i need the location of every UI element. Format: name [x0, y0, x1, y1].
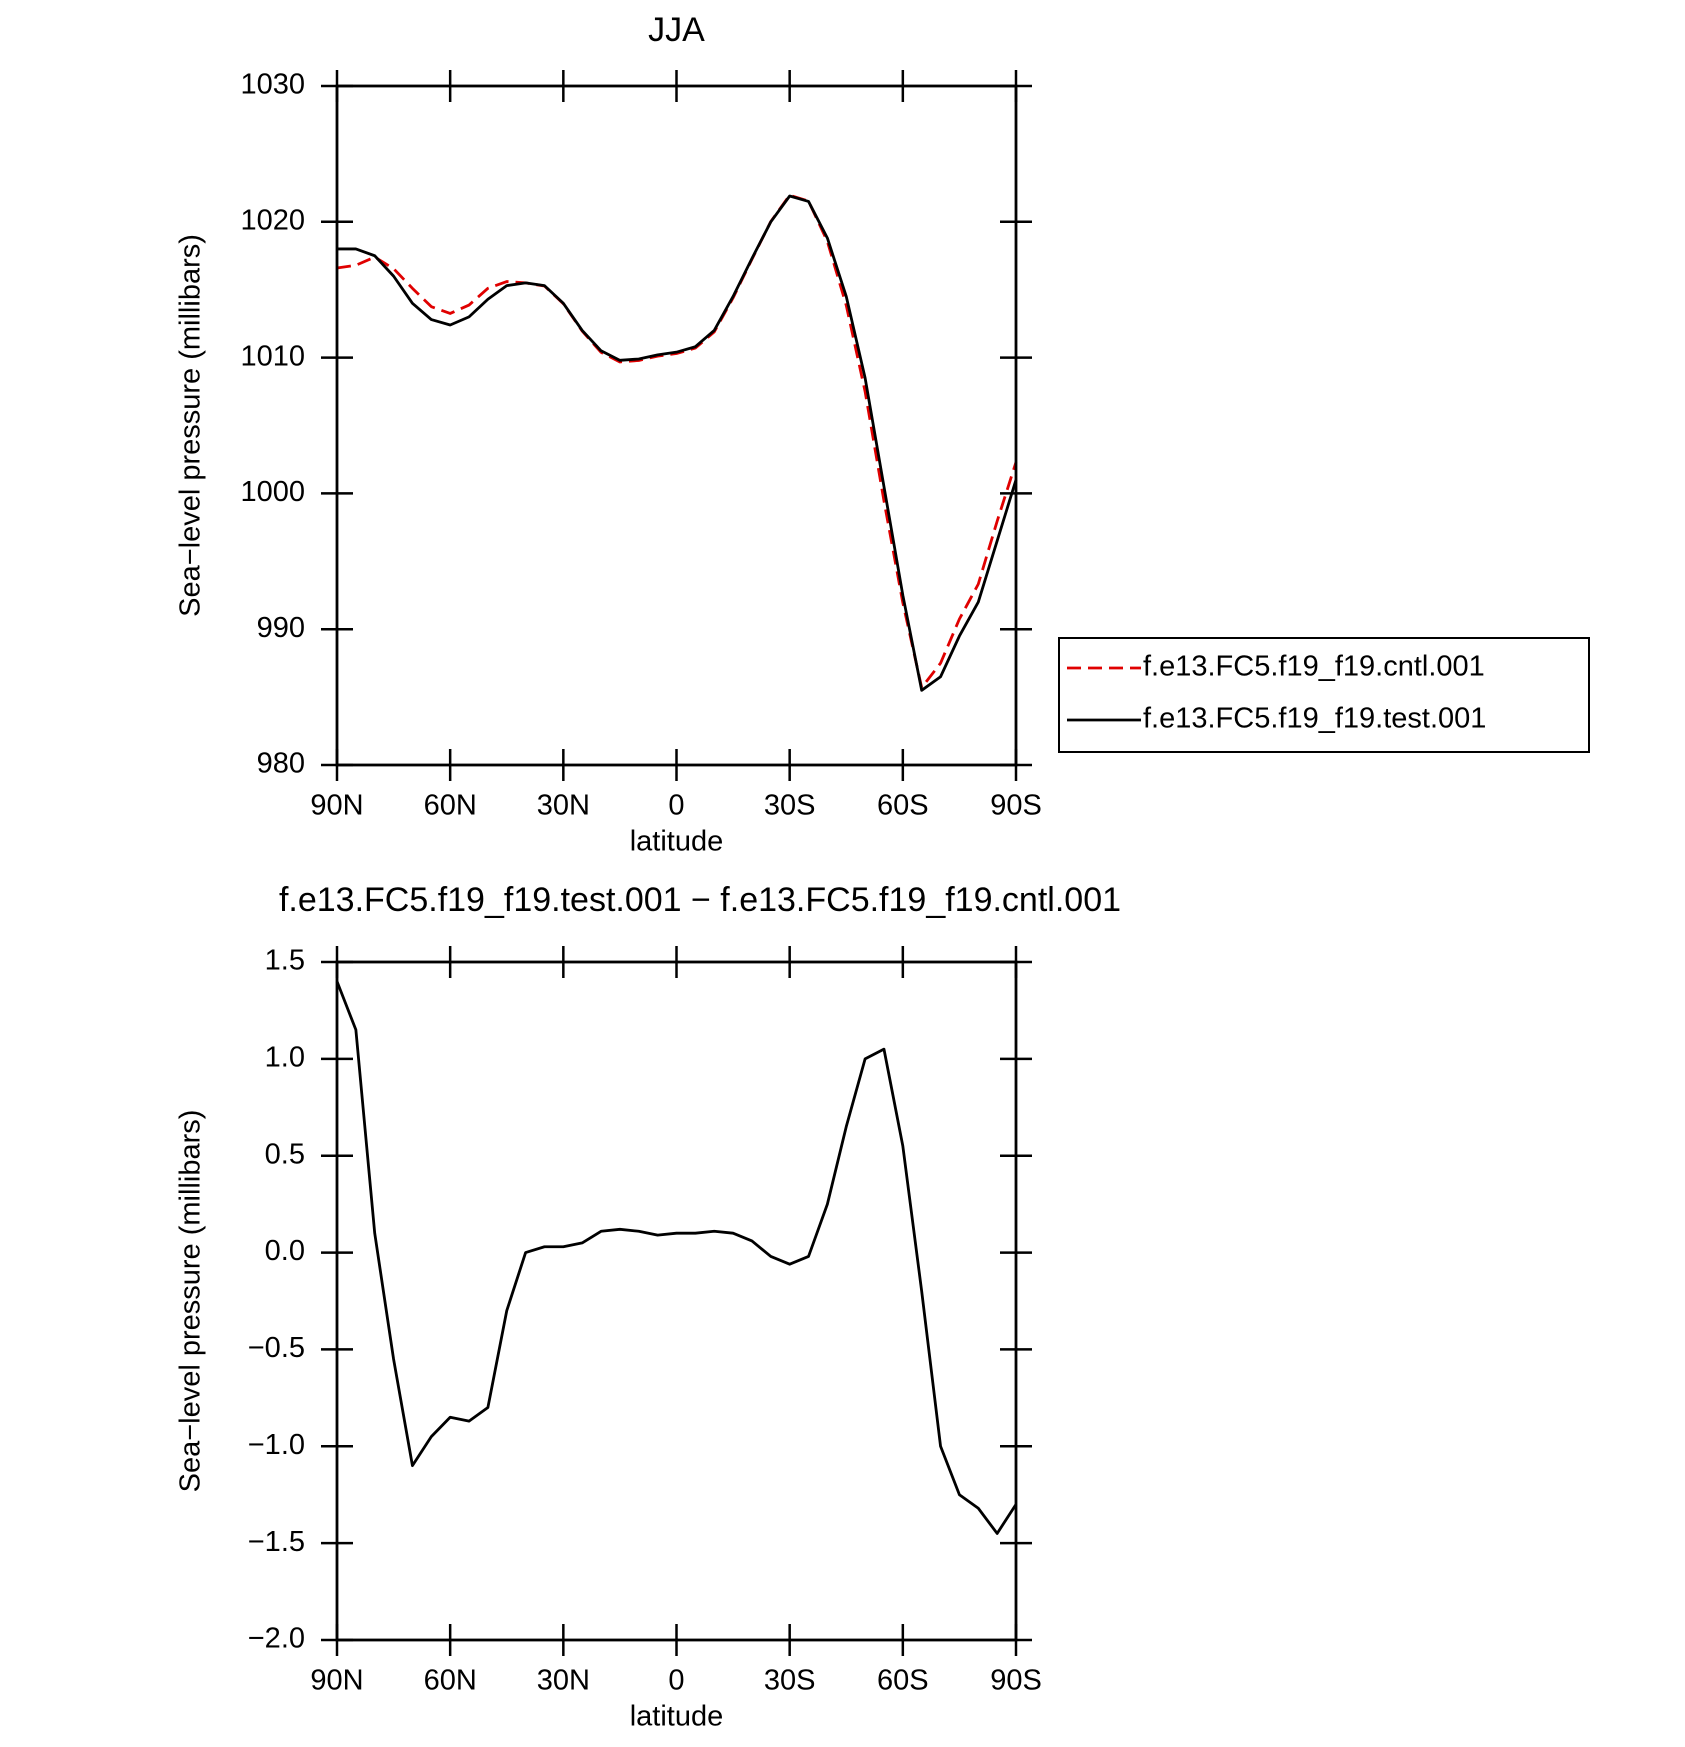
- x-tick-label: 60S: [877, 1665, 929, 1697]
- y-axis-label: Sea−level pressure (millibars): [175, 234, 207, 617]
- x-tick-label: 90S: [990, 1665, 1042, 1697]
- y-tick-label: −2.0: [248, 1623, 305, 1655]
- chart-title: JJA: [648, 11, 705, 49]
- y-tick-label: 1030: [240, 69, 305, 101]
- y-tick-label: 1010: [240, 340, 305, 372]
- legend-box: [1058, 637, 1590, 753]
- y-tick-label: −1.0: [248, 1429, 305, 1461]
- x-tick-label: 30S: [764, 790, 816, 822]
- y-tick-label: 990: [257, 612, 305, 644]
- x-tick-label: 90N: [310, 790, 363, 822]
- x-tick-label: 30N: [537, 790, 590, 822]
- x-tick-label: 90S: [990, 790, 1042, 822]
- x-axis-label: latitude: [630, 826, 724, 858]
- y-tick-label: 1.0: [265, 1042, 305, 1074]
- data-line: [335, 980, 1018, 1535]
- plot-frame: [335, 84, 1018, 767]
- x-tick-label: 0: [668, 1665, 684, 1697]
- y-tick-label: 1020: [240, 204, 305, 236]
- x-tick-label: 30S: [764, 1665, 816, 1697]
- plot-frame: [335, 960, 1018, 1642]
- y-axis-label: Sea−level pressure (millibars): [175, 1110, 207, 1493]
- x-tick-label: 30N: [537, 1665, 590, 1697]
- x-tick-label: 90N: [310, 1665, 363, 1697]
- x-tick-label: 0: [668, 790, 684, 822]
- x-tick-label: 60N: [424, 790, 477, 822]
- y-tick-label: 980: [257, 748, 305, 780]
- y-tick-label: 0.5: [265, 1138, 305, 1170]
- y-tick-label: 1.5: [265, 945, 305, 977]
- data-line: [337, 194, 1018, 692]
- legend-label: f.e13.FC5.f19_f19.cntl.001: [1143, 651, 1485, 683]
- y-tick-label: −0.5: [248, 1332, 305, 1364]
- chart-title: f.e13.FC5.f19_f19.test.001 − f.e13.FC5.f…: [279, 881, 1121, 919]
- x-tick-label: 60S: [877, 790, 929, 822]
- x-tick-label: 60N: [424, 1665, 477, 1697]
- x-axis-label: latitude: [630, 1701, 724, 1733]
- y-tick-label: 1000: [240, 476, 305, 508]
- legend-label: f.e13.FC5.f19_f19.test.001: [1143, 703, 1486, 735]
- y-tick-label: 0.0: [265, 1235, 305, 1267]
- data-line: [336, 193, 1018, 689]
- y-tick-label: −1.5: [248, 1526, 305, 1558]
